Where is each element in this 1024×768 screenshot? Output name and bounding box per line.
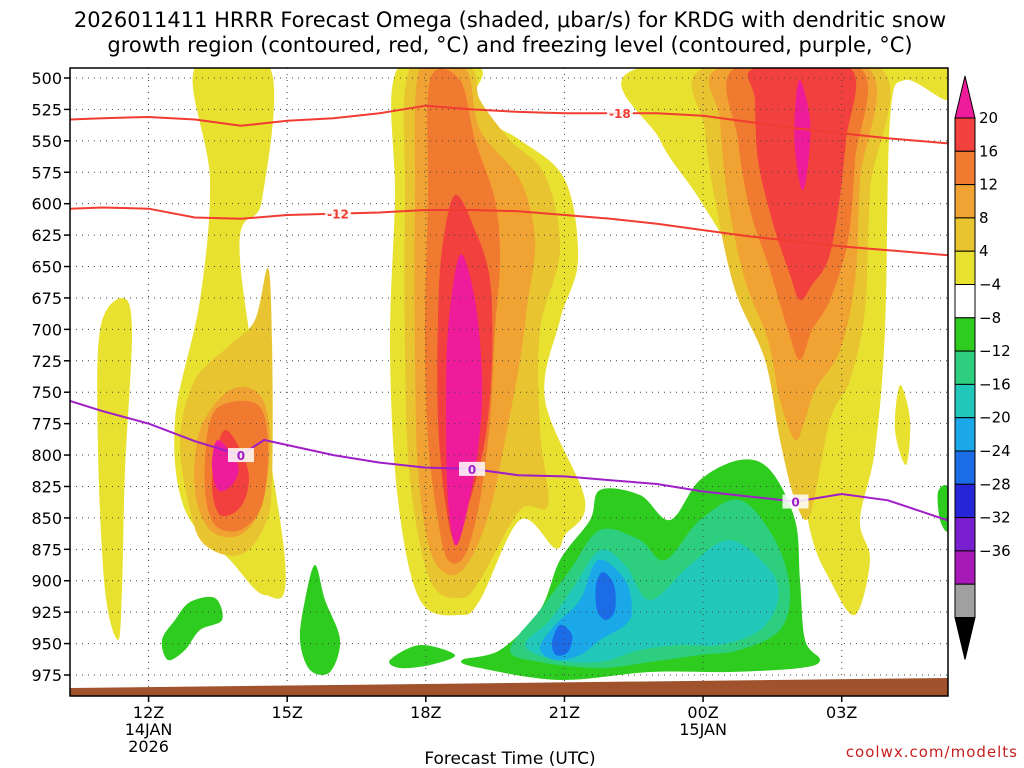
omega-region-24	[794, 79, 811, 191]
colorbar-arrow-top	[954, 75, 976, 119]
x-tick-date: 15JAN	[679, 720, 727, 739]
contour-lines: -18 -12 0 0 0	[70, 104, 948, 522]
y-tick-label: 700	[31, 320, 62, 339]
x-tick-label: 21Z	[549, 703, 580, 722]
colorbar-label: −16	[979, 375, 1011, 393]
y-tick-label: 600	[31, 195, 62, 214]
y-tick-label: 750	[31, 383, 62, 402]
colorbar-label: −8	[979, 309, 1001, 327]
y-tick-label: 625	[31, 226, 62, 245]
x-tick-label: 00Z	[687, 703, 718, 722]
colorbar-label: −28	[979, 475, 1011, 493]
contour-label-bg	[782, 494, 809, 509]
colorbar: 20 16 12 8 4 −4 −8 −12 −16 −20 −24 −28 −32 −36	[954, 75, 1011, 660]
y-axis: 500 525 550 575 600 625 650 675 700 725 750 775 800 8…	[31, 69, 70, 685]
colorbar-swatch	[954, 117, 976, 152]
y-tick-label: 800	[31, 446, 62, 465]
plot-area: -18 -12 0 0 0	[70, 68, 948, 696]
y-tick-label: 550	[31, 132, 62, 151]
x-tick-label: 15Z	[272, 703, 303, 722]
colorbar-label: −24	[979, 442, 1011, 460]
y-tick-label: 900	[31, 572, 62, 591]
grid-lines	[70, 68, 948, 696]
dgz-minus12-contour	[70, 206, 948, 257]
colorbar-swatch	[954, 250, 976, 285]
colorbar-label: −20	[979, 409, 1011, 427]
contour-label: 0	[791, 496, 799, 510]
colorbar-swatch	[954, 217, 976, 252]
contour-label-bg	[325, 206, 352, 221]
plot-frame	[69, 67, 949, 697]
colorbar-swatch	[954, 450, 976, 485]
y-tick-label: 950	[31, 635, 62, 654]
colorbar-swatch	[954, 417, 976, 452]
x-tick-label: 12Z	[133, 703, 164, 722]
colorbar-label: −36	[979, 542, 1011, 560]
omega-region-4	[894, 384, 911, 466]
x-tick-date: 14JAN	[125, 720, 173, 739]
y-tick-label: 825	[31, 477, 62, 496]
colorbar-swatch	[954, 184, 976, 219]
colorbar-label: −32	[979, 509, 1011, 527]
colorbar-label: −12	[979, 342, 1011, 360]
y-tick-label: 575	[31, 163, 62, 182]
chart-title-line1: 2026011411 HRRR Forecast Omega (shaded, …	[74, 8, 946, 32]
colorbar-label: 16	[979, 142, 998, 160]
omega-region-neg20	[595, 572, 616, 620]
terrain-ground	[70, 678, 948, 696]
contour-label-bg	[459, 461, 486, 476]
contour-label: 0	[468, 463, 476, 477]
colorbar-label: 4	[979, 242, 989, 260]
y-tick-label: 850	[31, 509, 62, 528]
colorbar-swatch	[954, 583, 976, 619]
colorbar-swatch	[954, 550, 976, 585]
colorbar-label: −4	[979, 276, 1001, 294]
contour-label-bg	[606, 106, 633, 121]
colorbar-label: 12	[979, 176, 998, 194]
colorbar-swatch	[954, 150, 976, 186]
credit-link[interactable]: coolwx.com/modelts	[846, 743, 1018, 761]
y-tick-label: 875	[31, 540, 62, 559]
omega-region-neg4	[161, 596, 223, 661]
contour-label-bg	[227, 448, 254, 463]
colorbar-swatch	[954, 284, 976, 319]
colorbar-label: 8	[979, 209, 989, 227]
colorbar-swatch	[954, 517, 976, 552]
y-tick-label: 675	[31, 289, 62, 308]
colorbar-swatch	[954, 483, 976, 519]
omega-region-neg20	[551, 624, 573, 656]
y-tick-label: 975	[31, 666, 62, 685]
colorbar-swatch	[954, 317, 976, 352]
y-tick-label: 525	[31, 100, 62, 119]
x-axis-label: Forecast Time (UTC)	[424, 749, 595, 768]
x-tick-label: 18Z	[410, 703, 441, 722]
omega-region-neg4	[299, 565, 341, 675]
omega-region-neg4	[389, 644, 456, 669]
colorbar-label: 20	[979, 109, 998, 127]
y-tick-label: 775	[31, 415, 62, 434]
x-tick-label: 03Z	[826, 703, 857, 722]
y-tick-label: 925	[31, 603, 62, 622]
omega-region-4	[97, 298, 133, 640]
contour-label: -18	[609, 107, 631, 121]
chart-title-line2: growth region (contoured, red, °C) and f…	[107, 33, 912, 57]
y-tick-label: 725	[31, 352, 62, 371]
x-tick-year: 2026	[128, 737, 169, 756]
contour-label: 0	[237, 449, 245, 463]
y-tick-label: 650	[31, 258, 62, 277]
omega-region-24	[212, 440, 239, 492]
colorbar-swatch	[954, 383, 976, 419]
colorbar-swatch	[954, 350, 976, 385]
colorbar-arrow-bottom	[954, 617, 976, 660]
y-tick-label: 500	[31, 69, 62, 88]
contour-label: -12	[327, 208, 349, 222]
dgz-minus18-contour	[70, 104, 948, 145]
